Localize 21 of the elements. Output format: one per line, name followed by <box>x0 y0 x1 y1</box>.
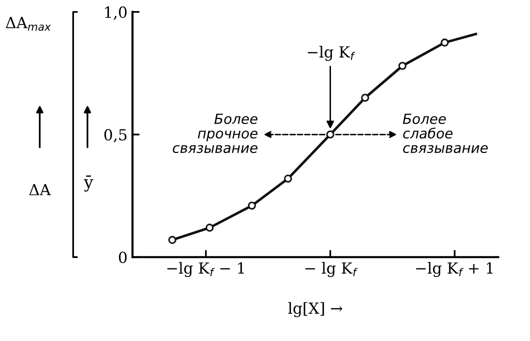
x-tick-label: −lg K$_{f}$ − 1 <box>167 262 244 277</box>
y-tick-label: 0,5 <box>104 128 126 142</box>
point <box>168 236 176 244</box>
y-tick-label: 1,0 <box>105 6 127 20</box>
point <box>326 130 334 139</box>
x-tick-label: − lg K$_{f}$ <box>305 262 358 277</box>
text: ΔA$_{max}$ <box>6 16 51 31</box>
annotation: Более прочное связывание <box>172 114 258 154</box>
y-tick-label: 0 <box>118 252 127 264</box>
text: ΔA <box>29 184 51 196</box>
x-axis-title: lg[X] → <box>288 302 342 318</box>
x-tick-label: −lg K$_{f}$ + 1 <box>416 262 493 277</box>
point <box>248 202 256 210</box>
point <box>361 94 370 102</box>
point <box>284 174 292 183</box>
y-axis-title: ȳ <box>84 176 94 192</box>
point <box>398 62 406 70</box>
annotation: −lg K$_{f}$ <box>308 46 356 61</box>
annotation: Более слабое связывание <box>402 114 488 154</box>
point <box>206 224 214 232</box>
point <box>440 38 449 47</box>
